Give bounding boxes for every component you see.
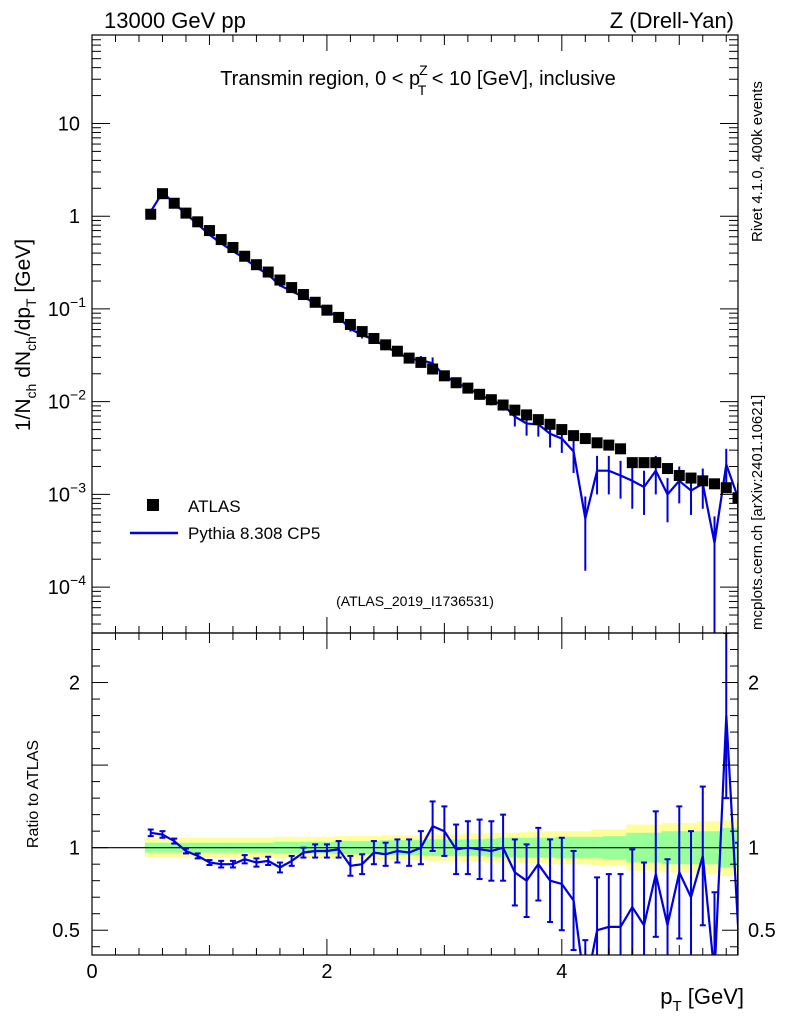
data-point bbox=[380, 339, 392, 351]
data-point bbox=[650, 457, 662, 469]
data-point bbox=[286, 282, 298, 294]
data-point bbox=[203, 225, 215, 237]
data-point bbox=[168, 197, 180, 209]
ratio-y-tick-label: 0.5 bbox=[52, 920, 80, 942]
data-point bbox=[450, 377, 462, 389]
data-point bbox=[638, 457, 650, 469]
data-point bbox=[333, 311, 345, 323]
data-point bbox=[415, 356, 427, 368]
data-point bbox=[603, 439, 615, 451]
data-point bbox=[321, 304, 333, 316]
y-tick-label: 10−2 bbox=[48, 387, 86, 414]
ratio-ylabel: Ratio to ATLAS bbox=[25, 740, 42, 848]
rivet-label: Rivet 4.1.0, 400k events bbox=[749, 81, 766, 242]
x-tick-label: 2 bbox=[321, 961, 332, 983]
ratio-y-tick-label-right: 1 bbox=[748, 838, 759, 860]
data-point bbox=[568, 430, 580, 442]
data-point bbox=[615, 443, 627, 455]
data-point bbox=[239, 250, 251, 262]
mc-series-line bbox=[149, 190, 738, 544]
data-point bbox=[368, 332, 380, 344]
data-point bbox=[215, 234, 227, 246]
data-point bbox=[662, 463, 674, 475]
data-point bbox=[403, 352, 415, 364]
main-frame bbox=[91, 34, 739, 634]
data-point bbox=[720, 482, 732, 494]
data-point bbox=[344, 318, 356, 330]
data-point bbox=[509, 404, 521, 416]
data-point bbox=[626, 457, 638, 469]
data-point bbox=[709, 478, 721, 490]
ratio-ticks bbox=[91, 632, 738, 955]
y-tick-label: 10−1 bbox=[48, 294, 86, 321]
y-tick-label: 10 bbox=[58, 113, 80, 135]
analysis-watermark: (ATLAS_2019_I1736531) bbox=[336, 593, 494, 609]
data-point bbox=[697, 475, 709, 487]
data-point bbox=[485, 394, 497, 406]
data-point bbox=[474, 388, 486, 400]
header-left: 13000 GeV pp bbox=[104, 8, 246, 33]
data-point bbox=[544, 418, 556, 430]
data-point bbox=[227, 241, 239, 253]
data-point bbox=[732, 492, 738, 504]
data-point bbox=[356, 326, 368, 338]
data-point bbox=[250, 259, 262, 271]
main-panel: 10−4 10−3 10−2 10−1 1 10 Transmin region, 0 <… bbox=[12, 34, 739, 634]
data-point bbox=[556, 424, 568, 436]
data-point bbox=[309, 296, 321, 308]
data-point bbox=[521, 409, 533, 421]
y-tick-label: 1 bbox=[69, 206, 80, 228]
data-point bbox=[391, 345, 403, 357]
x-tick-label: 0 bbox=[86, 961, 97, 983]
data-point bbox=[532, 414, 544, 426]
data-point bbox=[192, 216, 204, 228]
data-point bbox=[262, 266, 274, 278]
main-title: Transmin region, 0 < pZ T < 10 [GeV], inc… bbox=[220, 62, 616, 98]
data-point bbox=[497, 399, 509, 411]
data-point bbox=[427, 363, 439, 375]
data-point bbox=[438, 370, 450, 382]
legend: ATLAS Pythia 8.308 CP5 bbox=[130, 497, 320, 543]
legend-mc-label: Pythia 8.308 CP5 bbox=[188, 524, 320, 543]
ratio-band bbox=[92, 819, 738, 876]
data-point bbox=[579, 433, 591, 445]
x-tick-label: 4 bbox=[556, 961, 567, 983]
main-ticks bbox=[91, 34, 738, 633]
ratio-y-tick-label: 1 bbox=[69, 838, 80, 860]
ratio-marks bbox=[147, 633, 738, 955]
main-ylabel: 1/Nch dNch/dpT [GeV] bbox=[12, 239, 39, 431]
legend-data-marker bbox=[147, 499, 159, 511]
ratio-y-tick-label-right: 0.5 bbox=[748, 920, 776, 942]
ratio-panel: 0.5 0.5 1 1 2 2 0 2 4 Ratio to ATLAS pT [GeV] bbox=[25, 632, 776, 1015]
data-point bbox=[145, 208, 157, 220]
data-point bbox=[673, 469, 685, 481]
header-right: Z (Drell-Yan) bbox=[610, 8, 734, 33]
data-point bbox=[274, 274, 286, 286]
mcplots-label: mcplots.cern.ch [arXiv:2401.10621] bbox=[749, 395, 766, 630]
ratio-y-tick-label-right: 2 bbox=[748, 673, 759, 695]
main-ytick-labels: 10−4 10−3 10−2 10−1 1 10 bbox=[48, 113, 86, 599]
ratio-xlabel: pT [GeV] bbox=[660, 984, 744, 1015]
data-point bbox=[591, 437, 603, 449]
data-point bbox=[156, 188, 168, 200]
main-marks bbox=[145, 188, 738, 633]
ratio-series-line bbox=[150, 715, 738, 955]
y-tick-label: 10−3 bbox=[48, 479, 86, 506]
data-point bbox=[685, 472, 697, 484]
data-point bbox=[297, 289, 309, 301]
legend-data-label: ATLAS bbox=[188, 497, 241, 516]
ratio-tick-labels: 0.5 0.5 1 1 2 2 0 2 4 bbox=[52, 673, 776, 983]
y-tick-label: 10−4 bbox=[48, 572, 86, 599]
data-point bbox=[180, 207, 192, 219]
ratio-y-tick-label: 2 bbox=[69, 673, 80, 695]
data-point bbox=[462, 382, 474, 394]
ratio-frame bbox=[91, 632, 739, 956]
